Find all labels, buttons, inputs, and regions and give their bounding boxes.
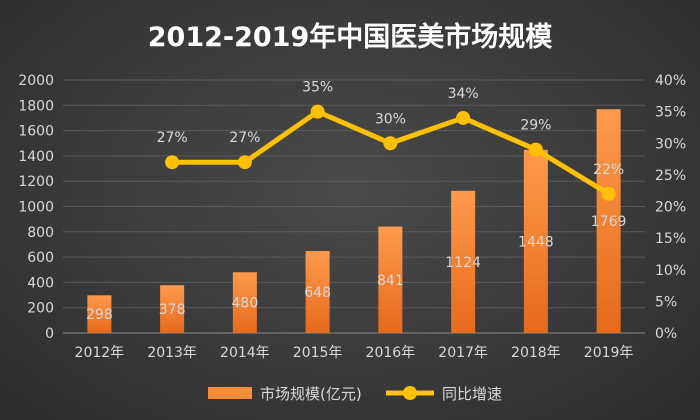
x-tick-label: 2012年 <box>75 345 125 361</box>
line-point <box>310 104 325 119</box>
line-point <box>601 186 616 201</box>
bar <box>596 109 621 333</box>
bar-value-label: 378 <box>159 302 186 318</box>
y-right-tick-label: 5% <box>655 294 677 310</box>
x-tick-label: 2019年 <box>584 345 634 361</box>
y-left-tick-label: 1200 <box>18 174 54 190</box>
y-left-tick-label: 2000 <box>18 73 54 89</box>
x-tick-label: 2018年 <box>511 345 561 361</box>
line-series: 27% 27% 35% 30% 34% 29% 22% <box>157 80 624 201</box>
y-left-tick-label: 1800 <box>18 98 54 114</box>
y-axis-right: 0% 5% 10% 15% 20% 25% 30% 35% 40% <box>655 73 686 342</box>
bar-value-label: 298 <box>86 307 113 323</box>
legend-line-marker <box>403 386 417 400</box>
x-tick-label: 2015年 <box>293 345 343 361</box>
line-point <box>383 136 398 151</box>
x-tick-label: 2017年 <box>438 345 488 361</box>
bar <box>305 251 330 333</box>
y-right-tick-label: 25% <box>655 168 686 184</box>
bar-value-label: 841 <box>377 273 404 289</box>
bar-value-label: 1124 <box>445 255 481 271</box>
y-left-tick-label: 1600 <box>18 124 54 140</box>
legend-line-label: 同比增速 <box>442 385 502 403</box>
y-left-tick-label: 1400 <box>18 149 54 165</box>
y-right-tick-label: 20% <box>655 200 686 216</box>
y-right-tick-label: 35% <box>655 105 686 121</box>
y-left-tick-label: 200 <box>27 301 54 317</box>
bar <box>232 272 257 333</box>
y-left-tick-label: 800 <box>27 225 54 241</box>
y-right-tick-label: 15% <box>655 231 686 247</box>
y-right-tick-label: 30% <box>655 136 686 152</box>
line-point <box>237 155 252 170</box>
line-value-label: 27% <box>229 130 260 146</box>
bar-value-label: 1448 <box>518 234 554 250</box>
bar <box>87 295 112 333</box>
y-left-tick-label: 0 <box>45 326 54 342</box>
y-right-tick-label: 0% <box>655 326 677 342</box>
x-axis: 2012年 2013年 2014年 2015年 2016年 2017年 2018年 2019年 <box>75 345 634 361</box>
y-right-tick-label: 10% <box>655 263 686 279</box>
x-tick-label: 2016年 <box>366 345 416 361</box>
y-left-tick-label: 400 <box>27 275 54 291</box>
bar-value-label: 1769 <box>591 214 627 230</box>
x-tick-label: 2013年 <box>147 345 197 361</box>
bar <box>160 285 185 333</box>
bar-value-label: 648 <box>304 285 331 301</box>
bar-series: 298 378 480 648 841 1124 1448 1769 <box>86 109 626 333</box>
y-left-tick-label: 600 <box>27 250 54 266</box>
line-value-label: 30% <box>375 111 406 127</box>
line-value-label: 35% <box>302 80 333 96</box>
chart-title: 2012-2019年中国医美市场规模 <box>148 21 553 53</box>
legend: 市场规模(亿元) 同比增速 <box>208 385 502 403</box>
y-right-tick-label: 40% <box>655 73 686 89</box>
line-value-label: 29% <box>520 118 551 134</box>
bar-value-label: 480 <box>232 296 259 312</box>
bar <box>378 226 403 333</box>
line-point <box>456 110 471 125</box>
grid-lines <box>63 79 645 334</box>
y-axis-left: 0 200 400 600 800 1000 1200 1400 1600 1800 2000 <box>18 73 54 342</box>
bar <box>451 190 476 333</box>
x-tick-label: 2014年 <box>220 345 270 361</box>
line-value-label: 22% <box>593 162 624 178</box>
line-point <box>165 155 180 170</box>
line-value-label: 34% <box>448 86 479 102</box>
legend-bar-label: 市场规模(亿元) <box>260 385 362 403</box>
bar <box>523 149 548 333</box>
y-left-tick-label: 1000 <box>18 200 54 216</box>
legend-bar-swatch <box>208 387 252 399</box>
line-point <box>528 142 543 157</box>
line-value-label: 27% <box>157 130 188 146</box>
